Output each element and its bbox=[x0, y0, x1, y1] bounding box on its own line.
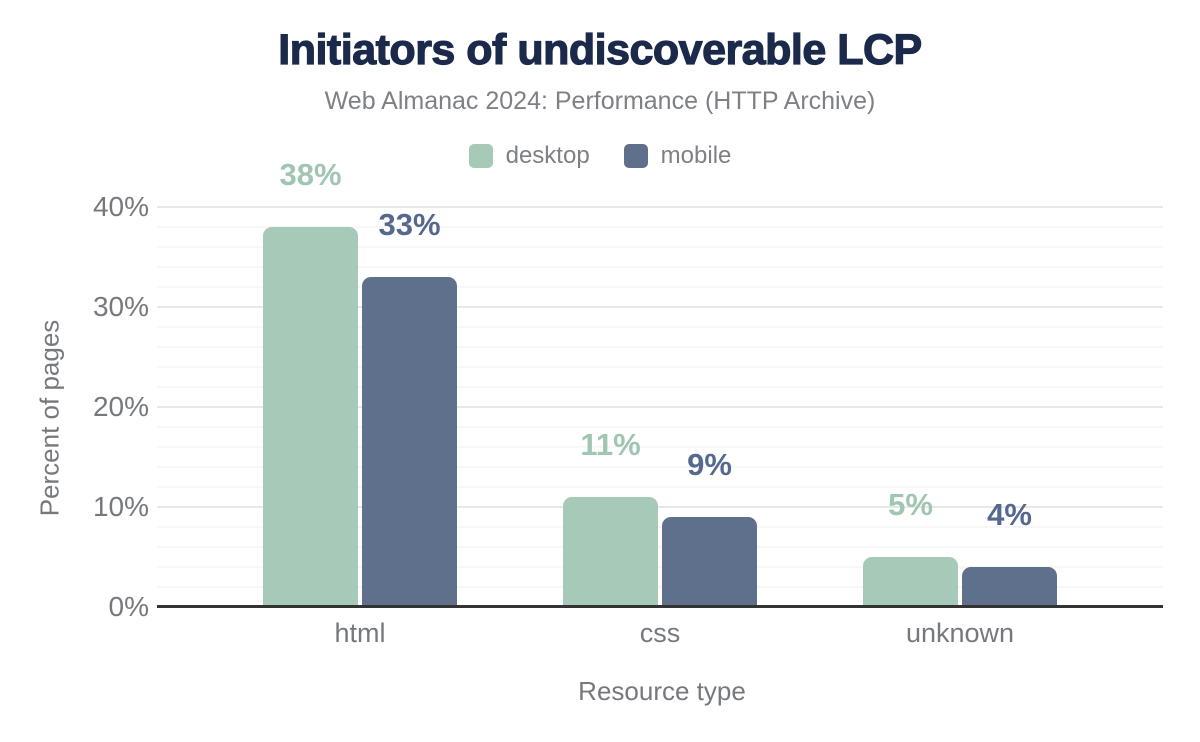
plot-area: 38% 33% 11% 9% 5% 4% bbox=[157, 157, 1163, 608]
y-tick-20: 20% bbox=[92, 391, 149, 422]
y-tick-10: 10% bbox=[92, 491, 149, 522]
x-axis-line bbox=[157, 605, 1163, 608]
x-tick-html: html bbox=[334, 618, 386, 648]
value-label-mobile-css: 9% bbox=[687, 447, 732, 482]
x-tick-css: css bbox=[639, 618, 681, 648]
minor-gridline-38 bbox=[157, 226, 1163, 228]
major-gridline-10 bbox=[157, 506, 1163, 508]
minor-gridline-24 bbox=[157, 366, 1163, 368]
value-label-desktop-css: 11% bbox=[580, 427, 641, 462]
y-tick-0: 0% bbox=[108, 591, 149, 622]
major-gridline-30 bbox=[157, 306, 1163, 308]
chart-subtitle: Web Almanac 2024: Performance (HTTP Arch… bbox=[324, 87, 876, 115]
bar-desktop-css bbox=[563, 497, 658, 607]
minor-gridline-26 bbox=[157, 346, 1163, 348]
x-tick-unknown: unknown bbox=[905, 618, 1015, 648]
legend-label-desktop: desktop bbox=[505, 142, 590, 169]
minor-gridline-34 bbox=[157, 266, 1163, 268]
minor-gridline-28 bbox=[157, 326, 1163, 328]
value-label-mobile-unknown: 4% bbox=[987, 497, 1032, 532]
minor-gridline-16 bbox=[157, 446, 1163, 448]
x-axis-title: Resource type bbox=[578, 676, 746, 706]
legend-swatch-desktop-icon bbox=[468, 144, 493, 168]
bar-mobile-unknown bbox=[962, 567, 1057, 607]
legend-label-mobile: mobile bbox=[660, 142, 732, 169]
legend-swatch-mobile-icon bbox=[623, 144, 648, 168]
y-tick-40: 40% bbox=[92, 191, 149, 222]
minor-gridline-14 bbox=[157, 466, 1163, 468]
chart-title: Initiators of undiscoverable LCP bbox=[278, 25, 923, 74]
legend-item-mobile: mobile bbox=[623, 142, 732, 170]
major-gridline-20 bbox=[157, 406, 1163, 408]
value-label-desktop-unknown: 5% bbox=[888, 487, 933, 522]
minor-gridline-12 bbox=[157, 486, 1163, 488]
minor-gridline-6 bbox=[157, 546, 1163, 548]
minor-gridline-22 bbox=[157, 386, 1163, 388]
minor-gridline-18 bbox=[157, 426, 1163, 428]
legend-item-desktop: desktop bbox=[468, 142, 590, 170]
bar-desktop-html bbox=[263, 227, 358, 607]
major-gridline-40 bbox=[157, 206, 1163, 208]
legend: desktop mobile bbox=[0, 142, 1200, 170]
minor-gridline-32 bbox=[157, 286, 1163, 288]
value-label-desktop-html: 38% bbox=[279, 157, 342, 192]
bar-mobile-html bbox=[362, 277, 457, 607]
minor-gridline-2 bbox=[157, 586, 1163, 588]
minor-gridline-36 bbox=[157, 246, 1163, 248]
bar-desktop-unknown bbox=[863, 557, 958, 607]
y-tick-30: 30% bbox=[92, 291, 149, 322]
minor-gridline-4 bbox=[157, 566, 1163, 568]
minor-gridline-8 bbox=[157, 526, 1163, 528]
value-label-mobile-html: 33% bbox=[378, 207, 441, 242]
bar-mobile-css bbox=[662, 517, 757, 607]
